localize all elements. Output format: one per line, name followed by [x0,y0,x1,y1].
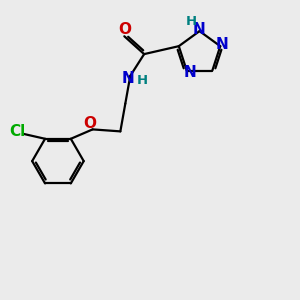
Text: N: N [122,71,135,86]
Text: Cl: Cl [9,124,26,140]
Text: N: N [216,37,229,52]
Text: H: H [136,74,148,87]
Text: N: N [183,65,196,80]
Text: O: O [118,22,131,37]
Text: O: O [83,116,96,131]
Text: N: N [192,22,205,37]
Text: H: H [186,15,197,28]
